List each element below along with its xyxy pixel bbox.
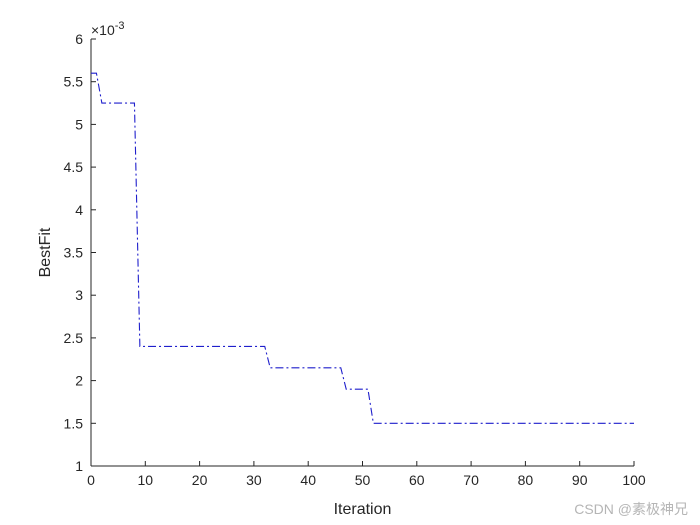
- x-tick-label: 90: [572, 472, 588, 488]
- x-tick-label: 70: [463, 472, 479, 488]
- y-tick-label: 4.5: [64, 159, 84, 175]
- y-exponent-power: -3: [115, 20, 125, 32]
- x-tick-label: 20: [192, 472, 208, 488]
- y-tick-label: 1: [75, 458, 83, 474]
- y-tick-label: 6: [75, 31, 83, 47]
- y-tick-label: 2.5: [64, 330, 84, 346]
- series-layer: [91, 72, 634, 424]
- y-tick-label: 1.5: [64, 415, 84, 431]
- x-tick-label: 50: [355, 472, 371, 488]
- y-exponent-base: ×10: [91, 22, 115, 38]
- x-tick-label: 40: [300, 472, 316, 488]
- x-axis-label: Iteration: [334, 501, 392, 518]
- y-tick-label: 3.5: [64, 245, 84, 261]
- x-tick-label: 10: [138, 472, 154, 488]
- y-tick-label: 2: [75, 373, 83, 389]
- x-ticks: 0 10 20 30 40 50 60 70 80 90 100: [87, 461, 646, 488]
- y-ticks: 1 1.5 2 2.5 3 3.5 4 4.5 5 5.5 6: [64, 31, 96, 474]
- y-tick-label: 5.5: [64, 74, 84, 90]
- x-tick-label: 100: [622, 472, 646, 488]
- series-line: [91, 72, 634, 424]
- y-tick-label: 5: [75, 116, 83, 132]
- x-tick-label: 60: [409, 472, 425, 488]
- y-tick-label: 3: [75, 287, 83, 303]
- y-tick-label: 4: [75, 202, 83, 218]
- x-tick-label: 80: [518, 472, 534, 488]
- y-exponent-label: ×10-3: [91, 20, 125, 38]
- x-tick-label: 0: [87, 472, 95, 488]
- y-axis-label: BestFit: [37, 227, 54, 277]
- x-tick-label: 30: [246, 472, 262, 488]
- axes: [90, 39, 634, 467]
- watermark: CSDN @素极神兄: [574, 501, 688, 517]
